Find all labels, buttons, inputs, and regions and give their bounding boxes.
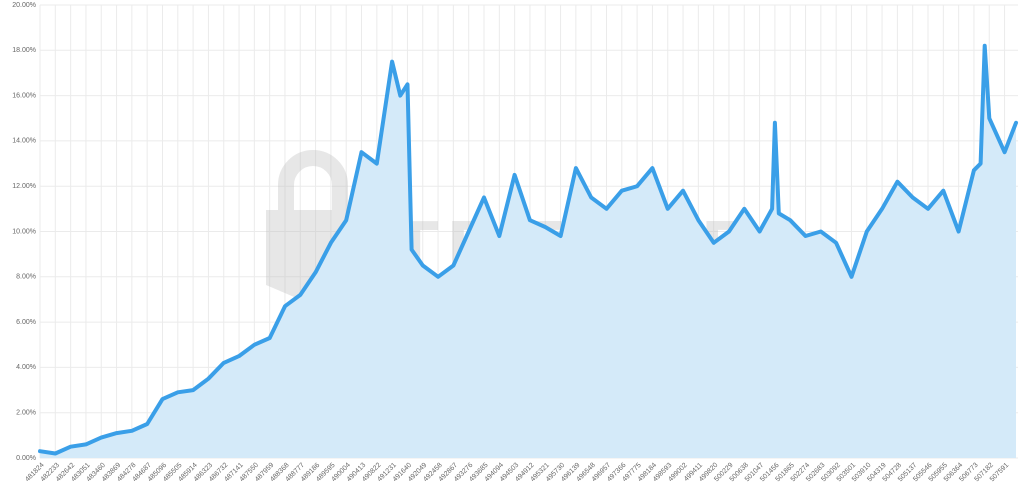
line [38,43,1018,456]
y-tick-label: 0.00% [16,455,36,462]
y-tick-label: 18.00% [12,47,36,54]
y-tick-label: 12.00% [12,183,36,190]
y-tick-label: 20.00% [12,2,36,9]
area [40,45,1017,459]
series-layer [38,43,1018,459]
y-tick-label: 8.00% [16,274,36,281]
y-tick-label: 2.00% [16,410,36,417]
y-tick-label: 6.00% [16,319,36,326]
y-tick-label: 10.00% [12,228,36,235]
y-tick-label: 4.00% [16,364,36,371]
y-tick-label: 14.00% [12,138,36,145]
y-tick-label: 16.00% [12,92,36,99]
